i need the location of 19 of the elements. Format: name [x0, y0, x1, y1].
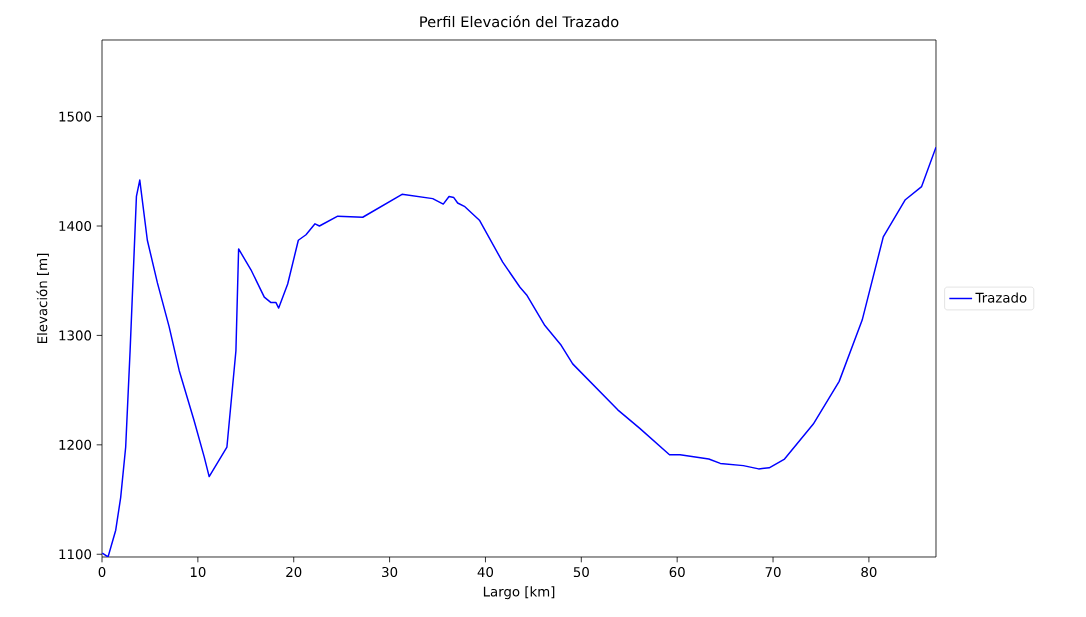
x-axis-title: Largo [km] [483, 586, 555, 600]
y-tick-label: 1200 [59, 439, 92, 450]
x-tick-label: 50 [573, 567, 589, 578]
x-tick-label: 10 [190, 567, 206, 578]
y-tick-label: 1500 [59, 111, 92, 122]
x-tick-label: 30 [382, 567, 398, 578]
x-tick-label: 60 [669, 567, 685, 578]
chart-title: Perfil Elevación del Trazado [420, 15, 619, 28]
legend-label: Trazado [975, 292, 1027, 303]
y-tick-label: 1100 [59, 549, 92, 560]
y-axis-title: Elevación [m] [36, 253, 49, 343]
x-tick-label: 40 [477, 567, 494, 578]
y-tick-label: 1400 [59, 220, 92, 232]
x-tick-label: 20 [286, 567, 302, 578]
line-series [102, 146, 936, 557]
x-tick-label: 0 [98, 567, 106, 578]
x-tick-label: 80 [861, 567, 877, 578]
y-tick-label: 1300 [59, 330, 92, 341]
x-tick-label: 70 [765, 567, 781, 578]
